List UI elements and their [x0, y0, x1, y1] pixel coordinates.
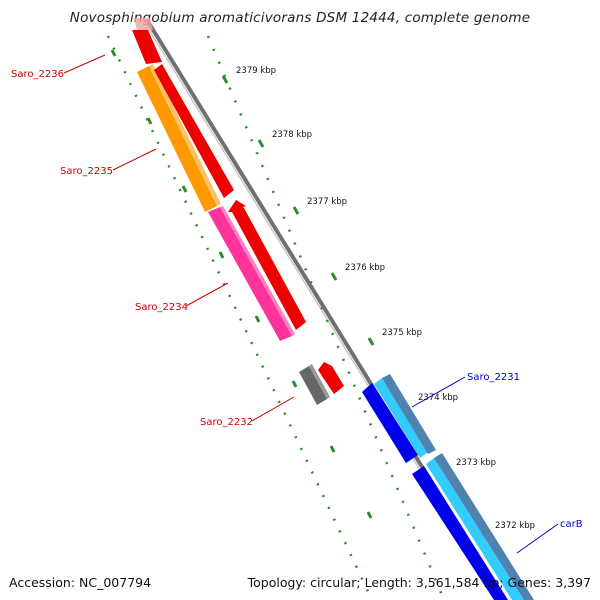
major-tick-inner — [110, 49, 117, 57]
major-tick-outer — [221, 75, 229, 84]
leader-saro-2234 — [185, 282, 229, 307]
tick-label: 2372 kbp — [495, 521, 535, 531]
tick-label: 2378 kbp — [272, 130, 312, 140]
gene-cyan-track-lower[interactable] — [426, 458, 524, 600]
leader-saro-2231 — [411, 376, 466, 408]
gene-saro-2234-highlight — [220, 206, 295, 336]
gene-steel-track-lower[interactable] — [434, 453, 534, 600]
gene-label-saro-2235[interactable]: Saro_2235 — [60, 166, 113, 177]
gene-saro-2235-feature[interactable] — [137, 66, 217, 212]
gene-arrow-2[interactable] — [228, 202, 306, 330]
major-tick-inner — [366, 511, 373, 519]
gene-arrow-3[interactable] — [318, 362, 344, 394]
tick-label: 2374 kbp — [418, 393, 458, 403]
gene-label-carb[interactable]: carB — [560, 519, 583, 530]
major-tick-inner — [181, 185, 188, 193]
gene-cyan-track-upper[interactable] — [374, 378, 428, 458]
major-tick-inner — [218, 251, 225, 259]
gene-label-saro-2236[interactable]: Saro_2236 — [11, 69, 64, 80]
tick-label: 2377 kbp — [307, 197, 347, 207]
gene-saro-2234-feature[interactable] — [208, 207, 292, 341]
gene-steel-track-upper[interactable] — [382, 374, 436, 454]
gene-saro-2232-feature[interactable] — [299, 366, 327, 405]
major-tick-inner — [291, 380, 298, 388]
gene-blue-track-upper[interactable] — [362, 383, 418, 463]
gene-blue-track-lower[interactable] — [412, 466, 508, 600]
genome-summary: Topology: circular; Length: 3,561,584 bp… — [247, 575, 591, 590]
accession-text: Accession: NC_007794 — [9, 575, 152, 590]
gene-label-saro-2234[interactable]: Saro_2234 — [135, 302, 188, 313]
tick-label: 2373 kbp — [456, 458, 496, 468]
leader-saro-2236 — [63, 54, 106, 74]
tick-label: 2375 kbp — [382, 328, 422, 338]
gene-arrow-2-tip — [228, 200, 246, 212]
leader-saro-2235 — [112, 148, 157, 171]
gene-label-saro-2232[interactable]: Saro_2232 — [200, 417, 253, 428]
gene-saro-2236-feature[interactable] — [132, 30, 162, 64]
gene-saro-2236-fade — [134, 18, 153, 30]
major-tick-inner — [146, 117, 153, 125]
gene-saro-2235-highlight — [149, 64, 221, 206]
leader-carb — [516, 523, 559, 554]
map-title: Novosphingobium aromaticivorans DSM 1244… — [69, 10, 531, 26]
tick-label: 2376 kbp — [345, 263, 385, 273]
major-tick-inner — [254, 315, 261, 323]
leader-saro-2232 — [251, 396, 295, 422]
tick-layer: 2379 kbp 2378 kbp 2377 kbp 2376 kbp 2375 kbp… — [110, 49, 535, 539]
major-tick-outer — [367, 337, 375, 346]
gene-label-saro-2231[interactable]: Saro_2231 — [467, 372, 520, 383]
tick-label: 2379 kbp — [236, 66, 276, 76]
major-tick-outer — [292, 206, 300, 215]
gene-saro-2232-highlight — [309, 364, 330, 399]
major-tick-outer — [330, 272, 338, 281]
major-tick-outer — [257, 139, 265, 148]
major-tick-inner — [329, 445, 336, 453]
gene-arrow-1[interactable] — [154, 64, 234, 198]
